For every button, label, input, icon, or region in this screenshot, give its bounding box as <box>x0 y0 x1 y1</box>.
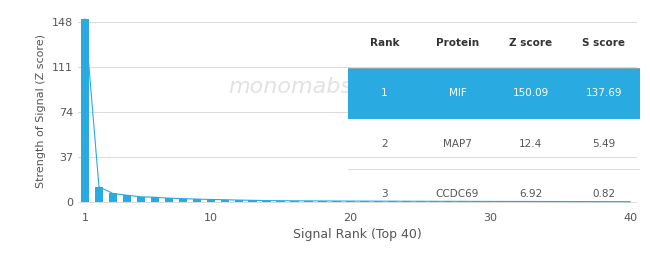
Bar <box>430 201 439 202</box>
Bar <box>248 200 257 202</box>
Bar <box>360 201 369 202</box>
Bar <box>151 197 159 202</box>
Bar <box>192 199 201 202</box>
Text: Protein: Protein <box>436 38 479 48</box>
Bar <box>123 195 131 202</box>
Bar <box>81 19 89 202</box>
Bar <box>164 198 173 202</box>
Bar <box>304 201 313 202</box>
Text: MIF: MIF <box>448 88 466 99</box>
Bar <box>388 201 396 202</box>
Bar <box>318 201 327 202</box>
X-axis label: Signal Rank (Top 40): Signal Rank (Top 40) <box>293 229 422 242</box>
Bar <box>207 199 215 202</box>
Text: 6.92: 6.92 <box>519 189 542 199</box>
Bar <box>235 200 243 202</box>
Text: MAP7: MAP7 <box>443 139 472 149</box>
Bar <box>332 201 341 202</box>
FancyBboxPatch shape <box>494 68 567 119</box>
Text: 1: 1 <box>381 88 387 99</box>
Text: 0.82: 0.82 <box>592 189 616 199</box>
Bar <box>472 201 480 202</box>
Bar <box>291 201 299 202</box>
Text: 12.4: 12.4 <box>519 139 542 149</box>
Text: S score: S score <box>582 38 625 48</box>
Bar <box>402 201 411 202</box>
Text: 150.09: 150.09 <box>512 88 549 99</box>
Bar <box>136 197 145 202</box>
Bar <box>416 201 424 202</box>
Bar <box>220 200 229 202</box>
Bar <box>374 201 383 202</box>
Bar <box>458 201 467 202</box>
Text: 137.69: 137.69 <box>586 88 622 99</box>
Y-axis label: Strength of Signal (Z score): Strength of Signal (Z score) <box>36 34 46 187</box>
Text: Rank: Rank <box>370 38 399 48</box>
Bar <box>276 201 285 202</box>
Bar <box>179 199 187 202</box>
Bar <box>263 200 271 202</box>
Text: 5.49: 5.49 <box>592 139 616 149</box>
Text: Z score: Z score <box>509 38 552 48</box>
FancyBboxPatch shape <box>421 68 494 119</box>
Bar <box>346 201 355 202</box>
Text: 2: 2 <box>381 139 387 149</box>
Bar <box>444 201 452 202</box>
Bar <box>95 187 103 202</box>
FancyBboxPatch shape <box>348 68 421 119</box>
Text: 3: 3 <box>381 189 387 199</box>
Text: monomabs: monomabs <box>228 77 352 97</box>
Bar <box>109 193 117 202</box>
FancyBboxPatch shape <box>567 68 640 119</box>
Text: CCDC69: CCDC69 <box>436 189 479 199</box>
